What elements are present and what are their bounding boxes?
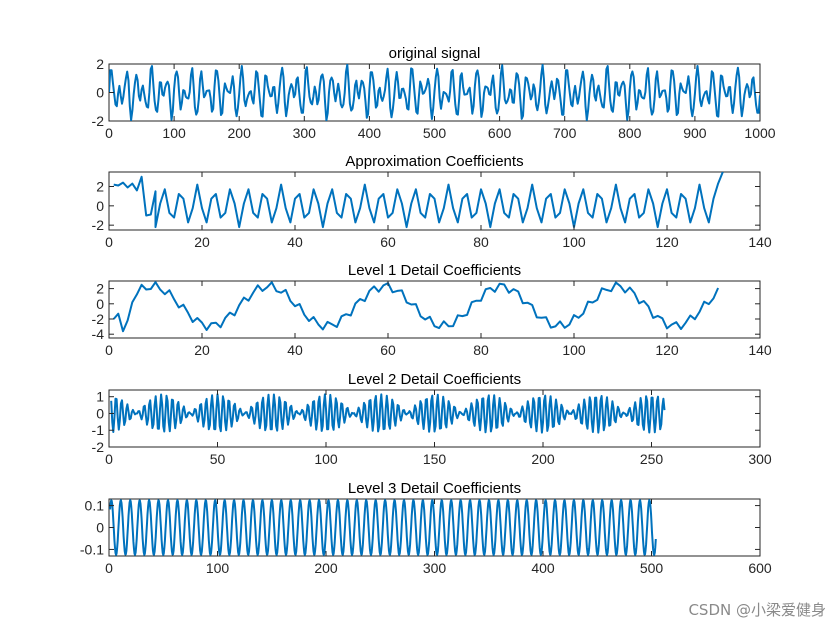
y-tick-label: -2 [92,113,105,129]
x-tick-label: 600 [488,125,512,141]
subplot-1: 0 100 200 300 400 500 600 700 800 900 1000-202orig… [92,45,776,141]
x-tick-label: 120 [655,342,679,358]
x-tick-label: 200 [531,451,555,467]
y-tick-label: 0 [96,520,104,536]
x-tick-label: 80 [473,342,489,358]
x-tick-label: 100 [562,342,586,358]
x-tick-label: 400 [358,125,382,141]
x-tick-label: 400 [531,560,555,576]
y-tick-label: -0.1 [80,541,104,557]
chart-title: Level 2 Detail Coefficients [348,371,521,388]
x-tick-label: 0 [105,342,113,358]
chart-title: Approximation Coefficients [345,153,523,170]
x-tick-label: 20 [194,234,210,250]
y-tick-label: 2 [96,56,104,72]
y-tick-label: -2 [92,311,105,327]
x-tick-label: 80 [473,234,489,250]
y-tick-label: 0 [96,405,104,421]
x-tick-label: 0 [105,451,113,467]
x-tick-label: 0 [105,560,113,576]
chart-title: Level 1 Detail Coefficients [348,262,521,279]
y-tick-label: -1 [92,422,105,438]
x-tick-label: 100 [562,234,586,250]
x-tick-label: 140 [748,234,772,250]
x-tick-label: 800 [618,125,642,141]
x-tick-label: 0 [105,125,113,141]
y-tick-label: -2 [92,439,105,455]
x-tick-label: 900 [683,125,707,141]
y-tick-label: 2 [96,179,104,195]
y-tick-label: -2 [92,217,105,233]
x-tick-label: 100 [314,451,338,467]
x-tick-label: 300 [423,560,447,576]
x-tick-label: 20 [194,342,210,358]
x-tick-label: 500 [640,560,664,576]
y-tick-label: 0 [96,198,104,214]
x-tick-label: 300 [293,125,317,141]
chart-title: Level 3 Detail Coefficients [348,480,521,497]
axes-box [108,280,761,339]
x-tick-label: 40 [287,342,303,358]
series-line [112,281,720,333]
x-tick-label: 50 [210,451,226,467]
x-tick-label: 140 [748,342,772,358]
x-tick-label: 120 [655,234,679,250]
x-tick-label: 100 [206,560,230,576]
series-line [110,393,666,434]
x-tick-label: 0 [105,234,113,250]
x-tick-label: 100 [162,125,186,141]
y-tick-label: 0 [96,85,104,101]
x-tick-label: 700 [553,125,577,141]
y-tick-label: 0 [96,296,104,312]
chart-title: original signal [389,45,481,62]
series-line [109,64,760,121]
x-tick-label: 200 [228,125,252,141]
x-tick-label: 60 [380,342,396,358]
y-tick-label: 1 [96,389,104,405]
x-tick-label: 1000 [744,125,775,141]
series-line [113,172,724,229]
y-tick-label: 2 [96,281,104,297]
x-tick-label: 200 [314,560,338,576]
x-tick-label: 60 [380,234,396,250]
y-tick-label: -4 [92,326,105,342]
x-tick-label: 600 [748,560,772,576]
watermark: CSDN @小梁爱健身 [688,601,826,619]
x-tick-label: 300 [748,451,772,467]
y-tick-label: 0.1 [85,498,105,514]
x-tick-label: 250 [640,451,664,467]
series-line [109,499,657,556]
x-tick-label: 40 [287,234,303,250]
x-tick-label: 500 [423,125,447,141]
x-tick-label: 150 [423,451,447,467]
